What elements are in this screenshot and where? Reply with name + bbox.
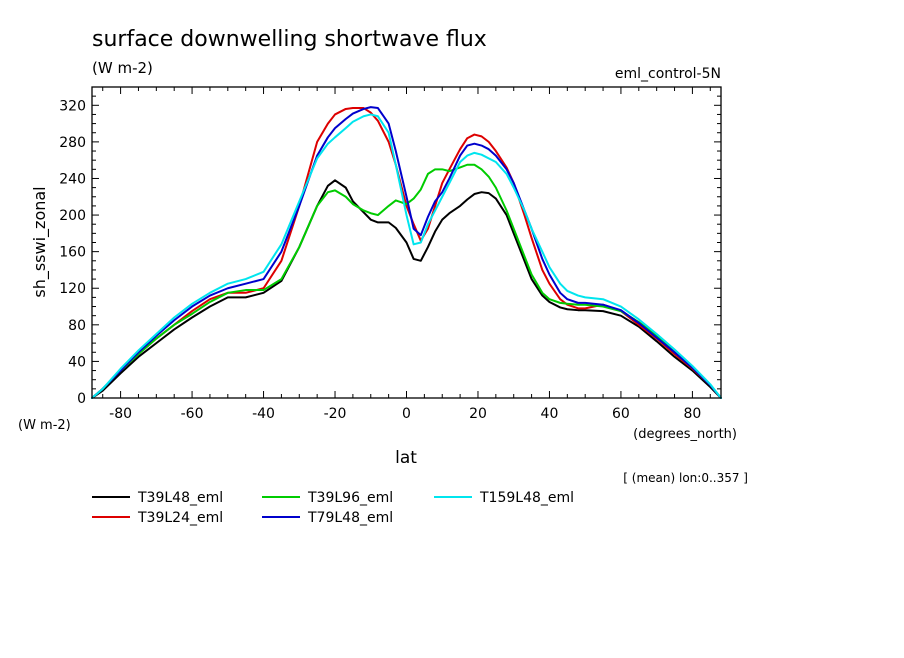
legend: T39L48_eml T39L24_eml T39L96_eml T79L48_eml… — [92, 490, 574, 526]
legend-label-0: T39L48_eml — [137, 490, 223, 506]
legend-label-1: T39L24_eml — [137, 510, 223, 526]
x-tick-label: 80 — [683, 406, 701, 422]
y-tick-label: 200 — [59, 208, 86, 224]
x-tick-label: 60 — [612, 406, 630, 422]
series-line-3 — [91, 106, 722, 399]
y-tick-label: 40 — [68, 354, 86, 370]
series-line-0 — [91, 179, 722, 399]
series-line-1 — [91, 107, 722, 399]
y-tick-label: 320 — [59, 98, 86, 114]
x-tick-label: 40 — [541, 406, 559, 422]
x-tick-label: -60 — [181, 406, 204, 422]
x-axis-label: lat — [395, 448, 417, 468]
y-tick-label: 120 — [59, 281, 86, 297]
x-tick-label: 20 — [469, 406, 487, 422]
series-line-4 — [91, 113, 722, 399]
chart-title: surface downwelling shortwave flux — [92, 27, 487, 52]
x-tick-label: -40 — [252, 406, 275, 422]
y-axis-label: sh_sswi_zonal — [30, 186, 50, 297]
y-tick-label: 160 — [59, 245, 86, 261]
legend-label-3: T79L48_eml — [307, 510, 393, 526]
x-tick-label: -80 — [109, 406, 132, 422]
chart-subtitle-right: eml_control-5N — [615, 66, 721, 82]
legend-label-2: T39L96_eml — [307, 490, 393, 506]
x-tick-label: -20 — [324, 406, 347, 422]
chart-units: (W m-2) — [92, 59, 153, 77]
chart-annotation: [ (mean) lon:0..357 ] — [623, 471, 748, 485]
y-axis-units: (W m-2) — [18, 418, 71, 433]
x-axis-units: (degrees_north) — [633, 427, 737, 442]
legend-label-4: T159L48_eml — [479, 490, 574, 506]
y-tick-label: 80 — [68, 318, 86, 334]
x-tick-label: 0 — [402, 406, 411, 422]
y-tick-label: 240 — [59, 171, 86, 187]
y-tick-label: 280 — [59, 135, 86, 151]
y-tick-label: 0 — [77, 391, 86, 407]
series-line-2 — [91, 163, 722, 399]
